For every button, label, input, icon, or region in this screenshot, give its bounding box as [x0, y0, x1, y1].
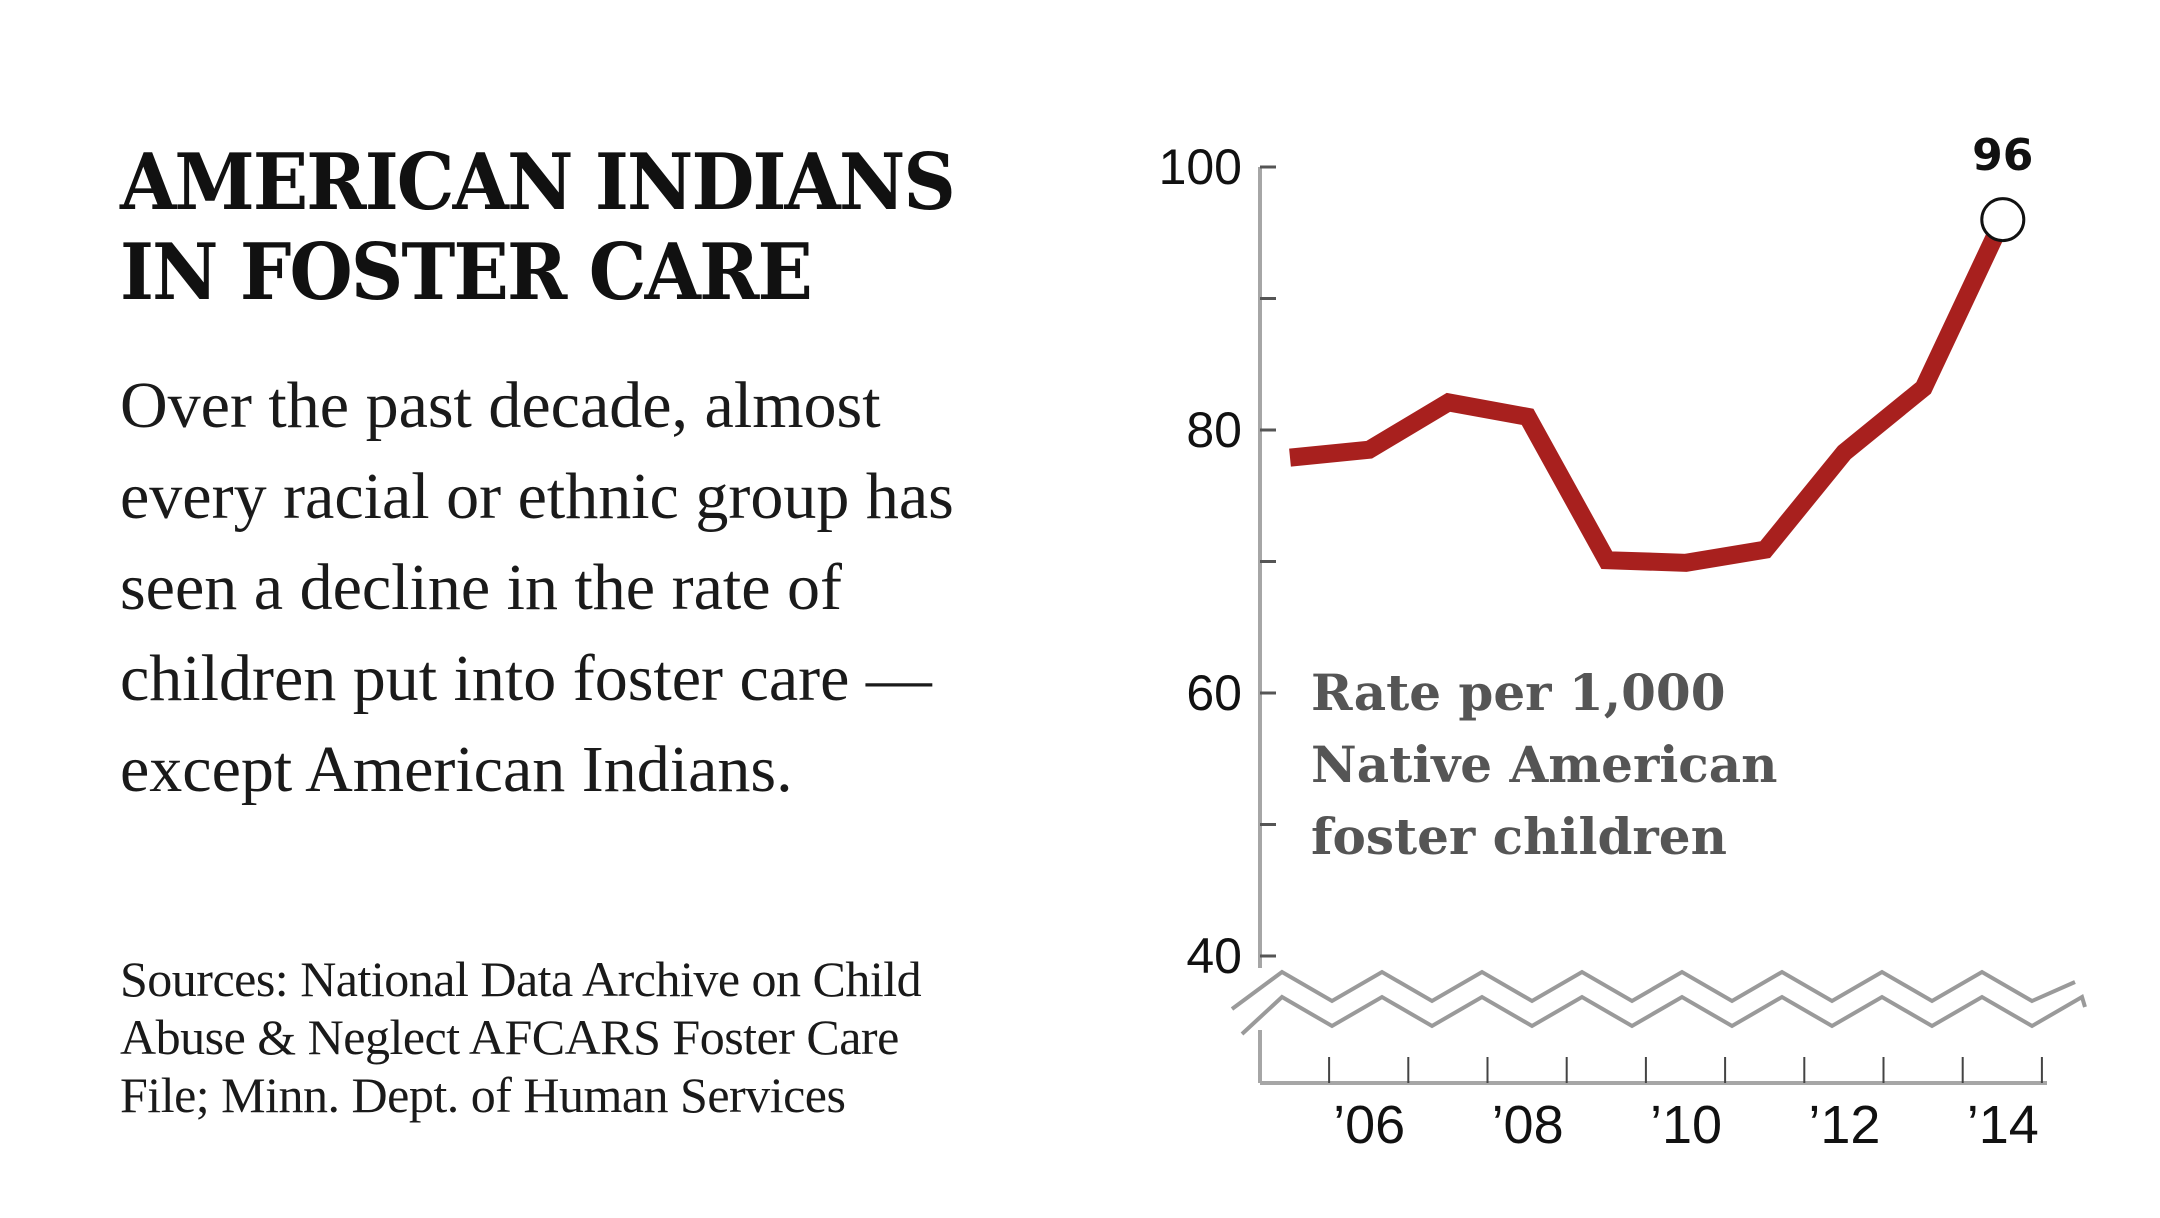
description-line: Over the past decade, almost	[120, 369, 881, 442]
y-tick-label: 40	[1186, 928, 1242, 984]
y-tick-label: 60	[1186, 665, 1242, 721]
source-line: Sources: National Data Archive on Child	[120, 951, 922, 1007]
source-line: Abuse & Neglect AFCARS Foster Care	[120, 1009, 899, 1065]
description-line: seen a decline in the rate of	[120, 551, 842, 624]
headline-line: IN FOSTER CARE	[120, 227, 813, 318]
axis-break-zigzag	[1220, 968, 2087, 1036]
x-tick-label: ’06	[1333, 1095, 1405, 1155]
x-tick-label: ’10	[1650, 1095, 1722, 1155]
x-axis-labels: ’06 ’08 ’10 ’12 ’14	[1333, 1095, 2039, 1155]
end-point-marker	[1980, 197, 2026, 243]
break-line-lower	[1240, 993, 2087, 1036]
chart-axes	[1258, 165, 2047, 1085]
series-label-line: Native American	[1311, 735, 1778, 794]
chart-headline: AMERICAN INDIANS IN FOSTER CARE	[120, 137, 956, 318]
chart-description: Over the past decade, almost every racia…	[120, 360, 1140, 815]
description-line: except American Indians.	[120, 733, 793, 806]
y-tick-label: 100	[1159, 139, 1242, 195]
source-line: File; Minn. Dept. of Human Services	[120, 1067, 846, 1123]
series-label: Rate per 1,000 Native American foster chil…	[1311, 663, 1778, 866]
y-axis-labels: 100 80 60 40	[1159, 139, 1242, 984]
x-tick-label: ’08	[1492, 1095, 1564, 1155]
headline-line: AMERICAN INDIANS	[120, 137, 956, 228]
annotations: 96	[1972, 130, 2033, 243]
source-note: Sources: National Data Archive on Child …	[120, 950, 1140, 1124]
break-line-upper	[1230, 969, 2076, 1011]
x-tick-label: ’12	[1808, 1095, 1880, 1155]
series-label-line: Rate per 1,000	[1311, 663, 1726, 722]
y-tick-label: 80	[1186, 402, 1242, 458]
description-line: children put into foster care —	[120, 642, 932, 715]
series-line	[1289, 215, 2011, 572]
description-line: every racial or ethnic group has	[120, 460, 954, 533]
series-group	[1289, 215, 2011, 572]
end-value-label: 96	[1972, 130, 2033, 181]
x-tick-label: ’14	[1967, 1095, 2039, 1155]
series-label-line: foster children	[1311, 807, 1727, 866]
